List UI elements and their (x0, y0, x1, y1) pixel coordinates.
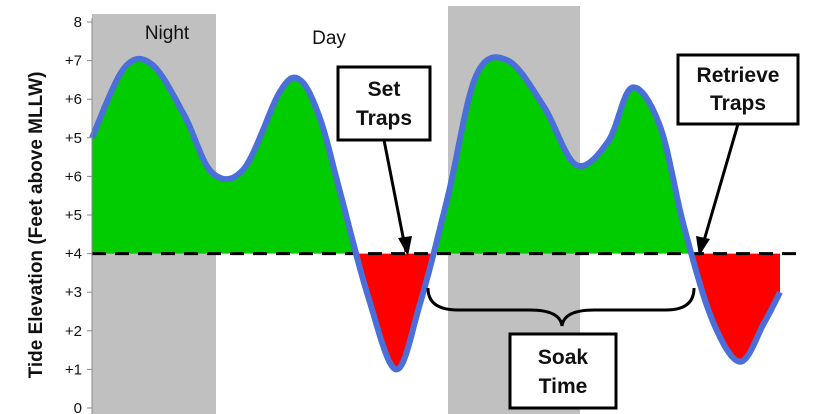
y-tick-labels: 0 +1 +2 +3 +4 +5 +6 +5 +6 +7 8 (65, 14, 82, 414)
soak-time-line2: Time (539, 375, 588, 398)
y-tick-label: +6 (65, 91, 82, 108)
y-tick-label: +2 (65, 323, 82, 340)
soak-time-brace (426, 287, 696, 327)
y-tick-label: +6 (65, 168, 82, 185)
retrieve-traps-arrow (699, 123, 740, 252)
y-tick-label: 8 (74, 14, 82, 31)
y-tick-label: +3 (65, 284, 82, 301)
tide-curve-line (89, 54, 783, 373)
y-tick-label: +4 (65, 246, 82, 263)
set-traps-arrow (382, 139, 408, 253)
set-traps-callout: Set Traps (336, 65, 432, 256)
y-tick-label: 0 (74, 400, 82, 414)
y-tick-label: +1 (65, 361, 82, 378)
soak-time-line1: Soak (538, 346, 589, 369)
retrieve-traps-arrowhead (696, 236, 710, 256)
set-traps-arrowhead (398, 236, 412, 256)
y-axis (87, 18, 93, 414)
night-label: Night (145, 23, 190, 44)
set-traps-line1: Set (368, 78, 401, 101)
tide-fill-areas (92, 57, 780, 370)
y-axis-label: Tide Elevation (Feet above MLLW) (26, 72, 47, 379)
above-reference-fill (92, 57, 780, 254)
day-label: Day (312, 28, 346, 49)
y-tick-label: +5 (65, 130, 82, 147)
soak-time-box (508, 332, 618, 410)
below-reference-fill (92, 253, 780, 370)
retrieve-traps-line1: Retrieve (697, 64, 780, 87)
set-traps-line2: Traps (356, 107, 412, 130)
retrieve-traps-line2: Traps (710, 92, 766, 115)
annotations: Set Traps Retrieve Traps Soak Time (336, 53, 800, 410)
y-tick-label: +7 (65, 53, 82, 70)
y-tick-label: +5 (65, 207, 82, 224)
soak-time-callout: Soak Time (426, 287, 696, 410)
retrieve-traps-callout: Retrieve Traps (676, 53, 800, 256)
